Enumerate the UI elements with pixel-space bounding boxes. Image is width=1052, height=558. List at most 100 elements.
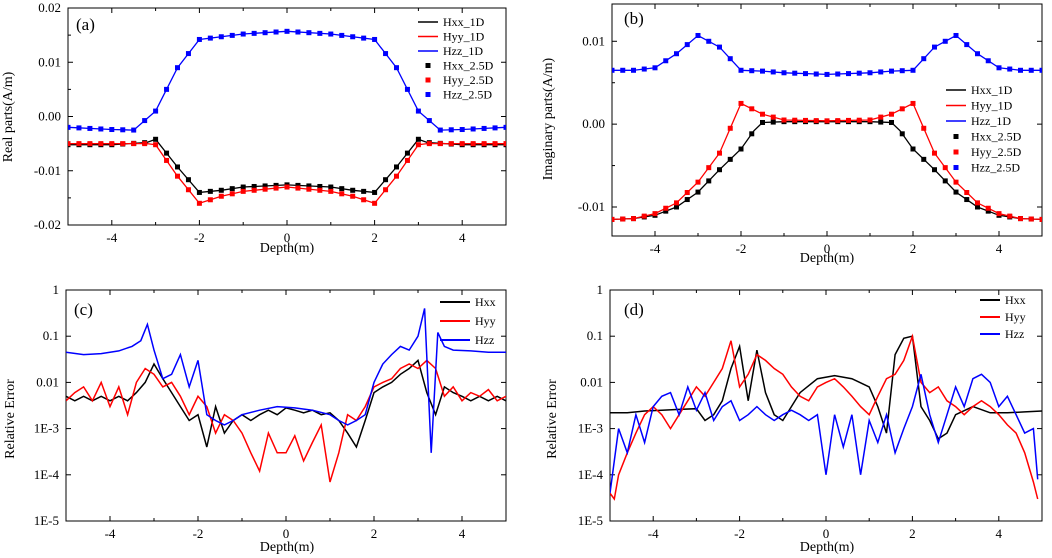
panel-a-marker-hyy-2-5d <box>372 200 378 206</box>
panel-b-marker-hyy-2-5d <box>706 165 712 171</box>
panel-b-marker-hxx-2-5d <box>889 119 894 125</box>
panel-a-marker-hyy-2-5d <box>361 197 367 203</box>
panel-a-marker-hyy-2-5d <box>87 141 93 147</box>
panel-a-marker-hyy-2-5d <box>339 191 345 197</box>
panel-a-marker-hyy-2-5d <box>328 188 334 194</box>
panel-a-marker-hzz-2-5d <box>218 34 224 40</box>
panel-a-marker-hxx-2-5d <box>229 186 235 192</box>
panel-a-marker-hzz-2-5d <box>109 127 115 133</box>
legend-entry-label: Hyy_2.5D <box>971 145 1022 159</box>
panel-a-marker-hxx-2-5d <box>350 187 356 193</box>
legend-marker-icon <box>953 134 959 139</box>
panel-a-legend: Hxx_1DHyy_1DHzz_1DHxx_2.5DHyy_2.5DHzz_2.… <box>418 15 494 102</box>
panel-a-marker-hyy-2-5d <box>240 188 246 194</box>
panel-b-marker-hxx-2-5d <box>932 167 937 173</box>
panel-b-marker-hzz-2-5d <box>953 32 959 38</box>
panel-a-marker-hzz-2-5d <box>120 127 126 133</box>
panel-a-marker-hyy-2-5d <box>306 186 312 192</box>
panel-a-label: (a) <box>76 15 95 34</box>
panel-b-marker-hyy-2-5d <box>975 200 980 206</box>
panel-b-marker-hzz-2-5d <box>1018 67 1023 73</box>
panel-b-marker-hyy-2-5d <box>727 125 733 131</box>
panel-b-marker-hzz-2-5d <box>824 71 830 77</box>
panel-a-marker-hyy-2-5d <box>470 141 476 147</box>
panel-a-x-tick-label: -2 <box>194 230 205 245</box>
panel-a-marker-hxx-2-5d <box>153 136 159 142</box>
panel-a-marker-hxx-2-5d <box>196 189 202 195</box>
panel-a-marker-hxx-2-5d <box>295 182 301 188</box>
panel-a-marker-hyy-2-5d <box>350 193 356 199</box>
panel-a-marker-hxx-2-5d <box>339 186 345 192</box>
panel-b-marker-hyy-2-5d <box>964 190 970 195</box>
panel-a-x-axis-label: Depth(m) <box>260 241 315 256</box>
panel-b-marker-hyy-2-5d <box>1028 216 1034 222</box>
panel-a-marker-hyy-2-5d <box>492 141 498 147</box>
panel-b-marker-hyy-2-5d <box>641 213 647 219</box>
panel-b-marker-hyy-2-5d <box>824 118 830 124</box>
panel-b-marker-hxx-2-5d <box>717 167 722 173</box>
panel-a-marker-hyy-2-5d <box>448 141 454 147</box>
panel-b-marker-hzz-2-5d <box>760 68 765 74</box>
panel-b-marker-hzz-2-5d <box>889 68 894 74</box>
panel-a-marker-hzz-2-5d <box>426 118 432 124</box>
panel-b-marker-hzz-2-5d <box>674 51 679 57</box>
panel-b-marker-hxx-2-5d <box>684 197 690 203</box>
panel-b-marker-hyy-2-5d <box>889 111 894 117</box>
panel-b-marker-hxx-2-5d <box>674 204 679 210</box>
panel-a-x-tick-label: 0 <box>284 230 291 245</box>
panel-b-marker-hzz-2-5d <box>727 56 733 62</box>
panel-b-marker-hzz-2-5d <box>867 70 873 76</box>
panel-b-marker-hxx-2-5d <box>985 208 991 214</box>
panel-a-marker-hyy-2-5d <box>131 141 137 147</box>
panel-b-marker-hzz-2-5d <box>738 67 744 73</box>
panel-d-legend: Hxx Hyy Hzz <box>980 293 1026 341</box>
panel-a-marker-hyy-2-5d <box>437 141 443 147</box>
legend-entry-label: Hyy <box>1005 310 1026 324</box>
panel-a-y-axis-label: Real parts(A/m) <box>1 71 16 162</box>
panel-a-marker-hxx-2-5d <box>273 182 279 188</box>
panel-b-marker-hzz-2-5d <box>975 51 980 57</box>
panel-b-marker-hyy-2-5d <box>921 125 927 131</box>
panel-c-y-tick-label: 1E-5 <box>34 513 59 528</box>
legend-entry-label: Hyy <box>475 314 496 328</box>
panel-b-marker-hxx-2-5d <box>899 131 905 137</box>
panel-a-marker-hzz-2-5d <box>251 30 257 36</box>
panel-a-marker-hyy-2-5d <box>415 142 421 148</box>
panel-b-marker-hyy-2-5d <box>674 200 679 206</box>
panel-a-marker-hzz-2-5d <box>284 28 290 34</box>
panel-c-x-tick-label: -2 <box>193 526 204 541</box>
panel-b-marker-hzz-2-5d <box>813 71 819 77</box>
panel-a-marker-hxx-2-5d <box>207 188 213 194</box>
panel-a-marker-hxx-2-5d <box>361 188 367 194</box>
panel-d-x-tick-label: 4 <box>996 526 1003 541</box>
panel-a-marker-hxx-2-5d <box>394 164 399 170</box>
panel-a-marker-hzz-2-5d <box>350 34 356 40</box>
legend-entry-label: Hyy_1D <box>971 99 1013 113</box>
panel-a-marker-hyy-2-5d <box>68 141 71 147</box>
legend-entry-label: Hzz_2.5D <box>443 88 492 102</box>
panel-b-marker-hzz-2-5d <box>663 58 669 64</box>
panel-b-x-tick-label: 0 <box>824 241 831 256</box>
panel-a-y-tick-label: -0.01 <box>34 163 61 178</box>
panel-b-marker-hzz-2-5d <box>932 44 937 50</box>
panel-a-marker-hyy-2-5d <box>251 187 257 193</box>
panel-b-marker-hzz-2-5d <box>770 69 776 75</box>
panel-a-marker-hzz-2-5d <box>164 86 170 92</box>
panel-b-marker-hyy-2-5d <box>803 117 808 123</box>
panel-c-y-tick-label: 0.01 <box>36 374 59 389</box>
panel-b-marker-hyy-2-5d <box>695 179 701 185</box>
panel-a-marker-hzz-2-5d <box>175 65 180 71</box>
panel-a-y-tick-label: 0.02 <box>38 0 61 15</box>
panel-a-marker-hzz-2-5d <box>262 30 268 36</box>
panel-a-marker-hzz-2-5d <box>87 125 93 131</box>
panel-d-y-tick-label: 0.1 <box>587 328 603 343</box>
panel-b-marker-hyy-2-5d <box>717 150 722 156</box>
panel-b-marker-hxx-2-5d <box>921 156 927 162</box>
panel-a-marker-hyy-2-5d <box>262 186 268 192</box>
panel-b-marker-hzz-2-5d <box>781 70 787 76</box>
panel-b-marker-hzz-2-5d <box>695 32 701 38</box>
panel-c-y-tick-label: 0.1 <box>43 328 59 343</box>
panel-b-x-tick-label: -4 <box>650 241 661 256</box>
panel-a-marker-hzz-2-5d <box>196 36 202 42</box>
panel-a-marker-hzz-2-5d <box>185 51 191 57</box>
